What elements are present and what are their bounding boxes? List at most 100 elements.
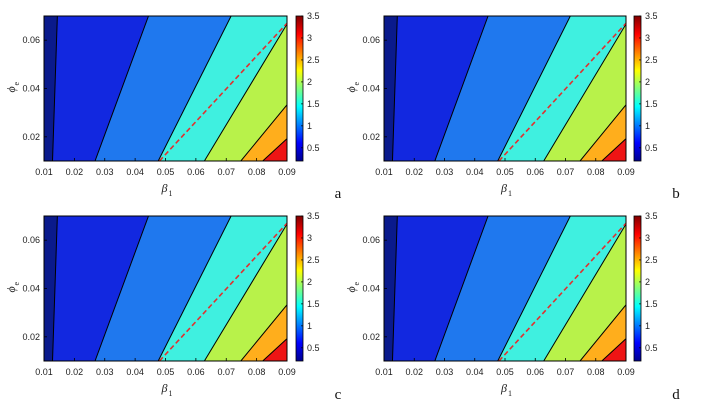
x-tick-label: 0.07 xyxy=(557,167,575,177)
x-tick-label: 0.08 xyxy=(248,367,266,377)
colorbar-tick-label: 0.5 xyxy=(645,343,658,353)
x-tick-label: 0.05 xyxy=(157,167,175,177)
x-axis-label: β xyxy=(500,181,507,195)
contour-line-0.5 xyxy=(52,16,58,161)
plot-area xyxy=(44,16,287,161)
x-tick-label: 0.08 xyxy=(587,167,605,177)
colorbar-tick-label: 2.5 xyxy=(307,55,320,65)
contour-line-1 xyxy=(434,216,489,361)
colorbar-tick-label: 3.5 xyxy=(645,11,658,21)
x-tick-label: 0.02 xyxy=(66,367,84,377)
panel-d: 0.01 0.02 0.03 0.04 0.05 0.06 0.07 0.08 0.09 0.02… xyxy=(344,211,680,403)
x-tick-label: 0.09 xyxy=(617,367,635,377)
colorbar-tick-label: 1.5 xyxy=(645,299,658,309)
colorbar-tick-label: 3 xyxy=(645,233,650,243)
colorbar-tick-label: 1 xyxy=(307,121,312,131)
x-tick-label: 0.04 xyxy=(126,367,144,377)
colorbar xyxy=(295,15,304,162)
contour-line-2.5 xyxy=(579,103,626,161)
x-tick-label: 0.06 xyxy=(187,367,205,377)
colorbar-tick-label: 1 xyxy=(307,321,312,331)
y-tick-label: 0.04 xyxy=(362,84,380,94)
colorbar-tick-label: 1.5 xyxy=(645,99,658,109)
contour-line-2.5 xyxy=(240,103,287,161)
y-axis-label-subscript: e xyxy=(12,82,21,86)
y-axis-label-group: ϕe xyxy=(344,282,361,293)
contour-line-2.5 xyxy=(579,303,626,361)
x-tick-label: 0.09 xyxy=(617,167,635,177)
x-tick-label: 0.04 xyxy=(126,167,144,177)
colorbar-tick-label: 3 xyxy=(645,33,650,43)
y-tick-label: 0.02 xyxy=(362,332,380,342)
x-tick-label: 0.04 xyxy=(466,167,484,177)
y-axis-label: ϕ xyxy=(4,286,18,292)
colorbar-tick-label: 1.5 xyxy=(307,299,320,309)
x-tick-label: 0.03 xyxy=(436,167,454,177)
contour-line-2 xyxy=(543,23,626,161)
colorbar-tick-label: 2 xyxy=(645,77,650,87)
colorbar-tick-label: 3.5 xyxy=(307,211,320,221)
dashed-threshold-line xyxy=(158,22,287,161)
x-tick-label: 0.02 xyxy=(405,167,423,177)
x-tick-label: 0.09 xyxy=(278,367,296,377)
colorbar-tick-label: 3.5 xyxy=(307,11,320,21)
y-axis-label-subscript: e xyxy=(12,282,21,286)
y-tick-label: 0.02 xyxy=(22,332,40,342)
panel-label: d xyxy=(672,387,680,403)
panel-a: 0.01 0.02 0.03 0.04 0.05 0.06 0.07 0.08 0.09 0.02… xyxy=(4,11,342,202)
colorbar-tick-label: 3 xyxy=(307,233,312,243)
colorbar-tick-label: 2 xyxy=(307,277,312,287)
contour-line-1.5 xyxy=(497,16,571,161)
x-tick-label: 0.08 xyxy=(248,167,266,177)
contour-line-1 xyxy=(94,216,149,361)
panel-label: b xyxy=(672,186,680,202)
y-tick-label: 0.02 xyxy=(362,132,380,142)
colorbar xyxy=(633,215,642,362)
x-axis-label: β xyxy=(500,381,507,395)
contour-line-0.5 xyxy=(52,216,58,361)
contour-line-2 xyxy=(203,223,287,361)
dashed-threshold-line xyxy=(498,222,626,361)
x-tick-label: 0.01 xyxy=(375,367,393,377)
x-tick-label: 0.06 xyxy=(526,367,544,377)
x-tick-label: 0.06 xyxy=(526,167,544,177)
x-tick-label: 0.01 xyxy=(35,167,53,177)
plot-area xyxy=(384,216,626,361)
x-tick-label: 0.04 xyxy=(466,367,484,377)
contour-line-0.5 xyxy=(391,16,398,161)
x-tick-label: 0.05 xyxy=(496,167,514,177)
colorbar xyxy=(295,215,304,362)
x-tick-label: 0.08 xyxy=(587,367,605,377)
y-axis-label-group: ϕe xyxy=(344,82,361,93)
contour-line-1 xyxy=(434,16,489,161)
x-axis-label: β xyxy=(161,181,168,195)
colorbar-tick-label: 2 xyxy=(645,277,650,287)
colorbar-tick-label: 0.5 xyxy=(307,343,320,353)
colorbar-tick-label: 3.5 xyxy=(645,211,658,221)
panel-b: 0.01 0.02 0.03 0.04 0.05 0.06 0.07 0.08 0.09 0.02… xyxy=(344,11,680,202)
y-tick-label: 0.02 xyxy=(22,132,40,142)
y-tick-label: 0.06 xyxy=(22,235,40,245)
x-tick-label: 0.05 xyxy=(157,367,175,377)
dashed-threshold-line xyxy=(498,22,626,161)
colorbar-tick-label: 2 xyxy=(307,77,312,87)
contour-line-1 xyxy=(94,16,149,161)
dashed-threshold-line xyxy=(158,222,287,361)
y-axis-label: ϕ xyxy=(4,86,18,92)
contour-line-1.5 xyxy=(157,16,232,161)
y-axis-label-group: ϕe xyxy=(4,82,21,93)
y-tick-label: 0.04 xyxy=(22,84,40,94)
colorbar-tick-label: 2.5 xyxy=(645,55,658,65)
x-tick-label: 0.03 xyxy=(436,367,454,377)
y-axis-label-subscript: e xyxy=(352,82,361,86)
x-axis-label-subscript: 1 xyxy=(169,389,173,398)
x-tick-label: 0.06 xyxy=(187,167,205,177)
x-tick-label: 0.03 xyxy=(96,367,114,377)
colorbar-tick-label: 2.5 xyxy=(645,255,658,265)
y-axis-label: ϕ xyxy=(344,86,358,92)
contour-line-1.5 xyxy=(497,216,571,361)
x-tick-label: 0.07 xyxy=(557,367,575,377)
x-tick-label: 0.09 xyxy=(278,167,296,177)
x-tick-label: 0.07 xyxy=(217,167,235,177)
